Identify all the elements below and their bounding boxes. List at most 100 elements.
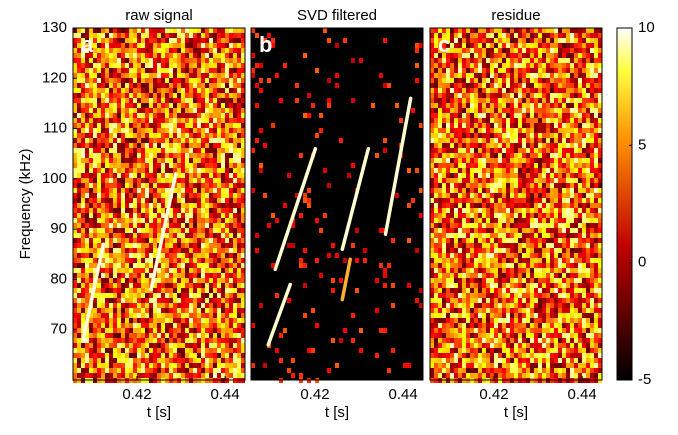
- heatmap-cell: [89, 103, 93, 108]
- heatmap-cell: [129, 128, 133, 133]
- y-tick-label: 70: [50, 321, 67, 338]
- heatmap-cell: [193, 173, 197, 178]
- heatmap-cell: [502, 128, 506, 133]
- heatmap-cell: [105, 348, 109, 353]
- heatmap-cell: [137, 323, 141, 328]
- heatmap-cell: [73, 318, 77, 323]
- heatmap-cell: [450, 248, 454, 253]
- heatmap-cell: [217, 353, 221, 358]
- heatmap-cell: [137, 68, 141, 73]
- heatmap-cell: [482, 28, 486, 33]
- heatmap-cell: [518, 373, 522, 378]
- heatmap-cell: [295, 98, 299, 103]
- heatmap-cell: [85, 73, 89, 78]
- heatmap-cell: [233, 53, 237, 58]
- heatmap-cell: [454, 248, 458, 253]
- heatmap-cell: [233, 128, 237, 133]
- heatmap-cell: [145, 43, 149, 48]
- heatmap-cell: [233, 43, 237, 48]
- heatmap-cell: [434, 188, 438, 193]
- heatmap-cell: [462, 353, 466, 358]
- heatmap-cell: [474, 138, 478, 143]
- heatmap-cell: [81, 108, 85, 113]
- heatmap-cell: [434, 313, 438, 318]
- heatmap-cell: [129, 108, 133, 113]
- heatmap-cell: [486, 248, 490, 253]
- heatmap-cell: [173, 83, 177, 88]
- heatmap-cell: [141, 278, 145, 283]
- heatmap-cell: [97, 333, 101, 338]
- heatmap-cell: [446, 223, 450, 228]
- heatmap-cell: [213, 38, 217, 43]
- heatmap-cell: [137, 353, 141, 358]
- heatmap-cell: [482, 33, 486, 38]
- heatmap-cell: [438, 143, 442, 148]
- heatmap-cell: [161, 263, 165, 268]
- heatmap-cell: [450, 348, 454, 353]
- heatmap-cell: [185, 198, 189, 203]
- heatmap-cell: [518, 358, 522, 363]
- heatmap-cell: [478, 113, 482, 118]
- heatmap-cell: [490, 188, 494, 193]
- heatmap-cell: [241, 148, 245, 153]
- heatmap-cell: [133, 243, 137, 248]
- heatmap-cell: [213, 338, 217, 343]
- heatmap-cell: [201, 203, 205, 208]
- heatmap-cell: [233, 263, 237, 268]
- heatmap-cell: [498, 308, 502, 313]
- heatmap-cell: [522, 253, 526, 258]
- heatmap-cell: [221, 343, 225, 348]
- heatmap-cell: [157, 193, 161, 198]
- heatmap-cell: [407, 283, 411, 288]
- heatmap-cell: [149, 138, 153, 143]
- heatmap-cell: [109, 203, 113, 208]
- heatmap-cell: [209, 128, 213, 133]
- heatmap-cell: [438, 293, 442, 298]
- heatmap-cell: [77, 158, 81, 163]
- heatmap-cell: [109, 263, 113, 268]
- heatmap-cell: [73, 43, 77, 48]
- heatmap-cell: [137, 303, 141, 308]
- heatmap-cell: [181, 213, 185, 218]
- heatmap-cell: [430, 243, 434, 248]
- heatmap-cell: [458, 68, 462, 73]
- heatmap-cell: [518, 228, 522, 233]
- heatmap-cell: [205, 113, 209, 118]
- heatmap-cell: [121, 338, 125, 343]
- heatmap-cell: [109, 118, 113, 123]
- heatmap-cell: [522, 233, 526, 238]
- heatmap-cell: [454, 213, 458, 218]
- heatmap-cell: [221, 183, 225, 188]
- heatmap-cell: [470, 263, 474, 268]
- heatmap-cell: [185, 283, 189, 288]
- heatmap-cell: [105, 33, 109, 38]
- heatmap-cell: [181, 233, 185, 238]
- heatmap-cell: [454, 148, 458, 153]
- heatmap-cell: [185, 258, 189, 263]
- heatmap-cell: [217, 358, 221, 363]
- heatmap-cell: [233, 48, 237, 53]
- heatmap-cell: [454, 343, 458, 348]
- heatmap-cell: [229, 203, 233, 208]
- heatmap-cell: [217, 133, 221, 138]
- heatmap-cell: [201, 228, 205, 233]
- heatmap-cell: [335, 363, 339, 368]
- heatmap-cell: [442, 263, 446, 268]
- heatmap-cell: [145, 288, 149, 293]
- heatmap-cell: [217, 93, 221, 98]
- heatmap-cell: [153, 208, 157, 213]
- heatmap-cell: [97, 53, 101, 58]
- heatmap-cell: [125, 273, 129, 278]
- heatmap-cell: [145, 138, 149, 143]
- heatmap-cell: [510, 38, 514, 43]
- heatmap-cell: [478, 353, 482, 358]
- heatmap-cell: [97, 68, 101, 73]
- heatmap-cell: [510, 318, 514, 323]
- heatmap-cell: [77, 178, 81, 183]
- heatmap-cell: [221, 268, 225, 273]
- heatmap-cell: [141, 198, 145, 203]
- heatmap-cell: [442, 338, 446, 343]
- heatmap-cell: [209, 248, 213, 253]
- heatmap-cell: [205, 33, 209, 38]
- heatmap-cell: [498, 48, 502, 53]
